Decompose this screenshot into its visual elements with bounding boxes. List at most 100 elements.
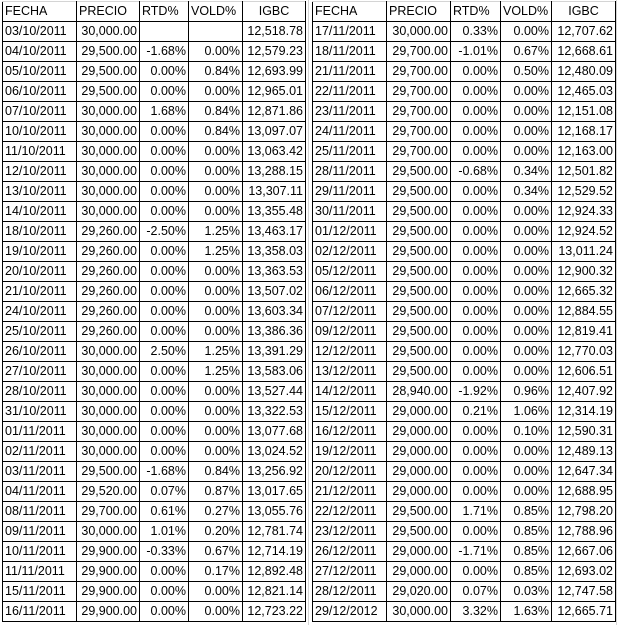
cell-vold[interactable]: 0.85% (500, 541, 552, 562)
cell-vold[interactable]: 0.84% (188, 461, 243, 482)
cell-igbc[interactable]: 12,465.03 (551, 81, 616, 102)
cell-igbc[interactable]: 13,063.42 (242, 141, 306, 162)
cell-precio[interactable]: 29,500.00 (386, 181, 451, 202)
cell-precio[interactable]: 29,700.00 (386, 41, 451, 62)
cell-igbc[interactable]: 12,788.96 (551, 521, 616, 542)
cell-vold[interactable]: 0.34% (500, 161, 552, 182)
cell-precio[interactable]: 30,000.00 (76, 121, 140, 142)
cell-vold[interactable]: 0.27% (188, 501, 243, 522)
cell-vold[interactable]: 0.00% (188, 141, 243, 162)
cell-igbc[interactable]: 13,507.02 (242, 281, 306, 302)
cell-fecha[interactable]: 13/12/2011 (312, 361, 387, 382)
cell-igbc[interactable]: 12,501.82 (551, 161, 616, 182)
cell-vold[interactable]: 0.67% (500, 41, 552, 62)
cell-vold[interactable]: 0.96% (500, 381, 552, 402)
cell-igbc[interactable]: 12,819.41 (551, 321, 616, 342)
cell-fecha[interactable]: 05/10/2011 (2, 61, 77, 82)
cell-rtd[interactable]: 0.07% (139, 481, 189, 502)
cell-fecha[interactable]: 21/11/2011 (312, 61, 387, 82)
cell-rtd[interactable]: 0.00% (450, 361, 501, 382)
cell-rtd[interactable]: 0.00% (139, 61, 189, 82)
cell-precio[interactable]: 29,700.00 (386, 121, 451, 142)
cell-precio[interactable]: 29,500.00 (76, 461, 140, 482)
cell-vold[interactable]: 1.25% (188, 241, 243, 262)
cell-precio[interactable]: 29,260.00 (76, 261, 140, 282)
cell-igbc[interactable]: 12,714.19 (242, 541, 306, 562)
cell-vold[interactable]: 1.25% (188, 361, 243, 382)
cell-igbc[interactable]: 12,480.09 (551, 61, 616, 82)
cell-precio[interactable]: 29,500.00 (386, 521, 451, 542)
cell-igbc[interactable]: 12,747.58 (551, 581, 616, 602)
column-header-igbc[interactable]: IGBC (242, 1, 306, 22)
cell-fecha[interactable]: 30/11/2011 (312, 201, 387, 222)
cell-precio[interactable]: 29,000.00 (386, 541, 451, 562)
cell-rtd[interactable]: 0.00% (450, 441, 501, 462)
cell-precio[interactable]: 29,260.00 (76, 221, 140, 242)
cell-rtd[interactable]: 0.00% (450, 341, 501, 362)
column-header-precio[interactable]: PRECIO (76, 1, 140, 22)
cell-rtd[interactable]: 1.68% (139, 101, 189, 122)
cell-fecha[interactable]: 09/11/2011 (2, 521, 77, 542)
cell-rtd[interactable]: 0.00% (450, 521, 501, 542)
cell-vold[interactable]: 1.25% (188, 341, 243, 362)
cell-rtd[interactable]: 0.00% (450, 321, 501, 342)
cell-rtd[interactable]: 0.33% (450, 21, 501, 42)
cell-fecha[interactable]: 27/10/2011 (2, 361, 77, 382)
cell-precio[interactable]: 29,500.00 (386, 261, 451, 282)
cell-rtd[interactable]: 0.00% (450, 241, 501, 262)
cell-vold[interactable]: 0.00% (500, 301, 552, 322)
cell-fecha[interactable]: 25/10/2011 (2, 321, 77, 342)
cell-precio[interactable]: 29,500.00 (386, 301, 451, 322)
cell-vold[interactable]: 0.00% (500, 241, 552, 262)
cell-igbc[interactable]: 12,965.01 (242, 81, 306, 102)
cell-igbc[interactable]: 13,363.53 (242, 261, 306, 282)
cell-vold[interactable]: 0.67% (188, 541, 243, 562)
cell-rtd[interactable]: 0.00% (450, 421, 501, 442)
cell-fecha[interactable]: 22/12/2011 (312, 501, 387, 522)
cell-fecha[interactable]: 10/11/2011 (2, 541, 77, 562)
cell-fecha[interactable]: 28/10/2011 (2, 381, 77, 402)
cell-rtd[interactable]: 0.00% (450, 301, 501, 322)
cell-vold[interactable]: 0.00% (500, 121, 552, 142)
cell-fecha[interactable]: 17/11/2011 (312, 21, 387, 42)
cell-precio[interactable]: 30,000.00 (76, 201, 140, 222)
cell-rtd[interactable]: 0.00% (450, 101, 501, 122)
cell-vold[interactable]: 0.00% (188, 581, 243, 602)
cell-vold[interactable]: 0.00% (500, 481, 552, 502)
cell-vold[interactable] (188, 21, 243, 42)
cell-rtd[interactable]: 0.00% (450, 221, 501, 242)
cell-rtd[interactable]: -1.01% (450, 41, 501, 62)
cell-fecha[interactable]: 28/12/2011 (312, 581, 387, 602)
cell-fecha[interactable]: 27/12/2011 (312, 561, 387, 582)
cell-vold[interactable]: 0.85% (500, 501, 552, 522)
cell-fecha[interactable]: 09/12/2011 (312, 321, 387, 342)
cell-precio[interactable]: 29,000.00 (386, 561, 451, 582)
cell-fecha[interactable]: 21/10/2011 (2, 281, 77, 302)
cell-vold[interactable]: 0.00% (188, 181, 243, 202)
cell-rtd[interactable]: 0.00% (139, 301, 189, 322)
cell-vold[interactable]: 0.00% (500, 81, 552, 102)
cell-precio[interactable]: 29,500.00 (386, 161, 451, 182)
cell-fecha[interactable]: 01/12/2011 (312, 221, 387, 242)
cell-precio[interactable]: 29,700.00 (76, 501, 140, 522)
column-header-igbc[interactable]: IGBC (551, 1, 616, 22)
cell-vold[interactable]: 0.17% (188, 561, 243, 582)
cell-igbc[interactable]: 12,924.33 (551, 201, 616, 222)
cell-rtd[interactable]: -0.68% (450, 161, 501, 182)
cell-rtd[interactable]: 0.00% (139, 121, 189, 142)
cell-precio[interactable]: 29,500.00 (386, 341, 451, 362)
cell-rtd[interactable]: 0.00% (139, 281, 189, 302)
cell-vold[interactable]: 0.00% (500, 361, 552, 382)
cell-fecha[interactable]: 29/12/2012 (312, 601, 387, 622)
cell-fecha[interactable]: 11/10/2011 (2, 141, 77, 162)
cell-fecha[interactable]: 20/10/2011 (2, 261, 77, 282)
cell-fecha[interactable]: 15/12/2011 (312, 401, 387, 422)
cell-precio[interactable]: 29,500.00 (386, 321, 451, 342)
cell-vold[interactable]: 0.00% (188, 301, 243, 322)
cell-rtd[interactable]: 0.00% (139, 361, 189, 382)
cell-vold[interactable]: 0.00% (500, 281, 552, 302)
cell-precio[interactable]: 29,500.00 (386, 501, 451, 522)
cell-precio[interactable]: 30,000.00 (76, 181, 140, 202)
cell-precio[interactable]: 29,900.00 (76, 541, 140, 562)
cell-vold[interactable]: 0.00% (188, 201, 243, 222)
